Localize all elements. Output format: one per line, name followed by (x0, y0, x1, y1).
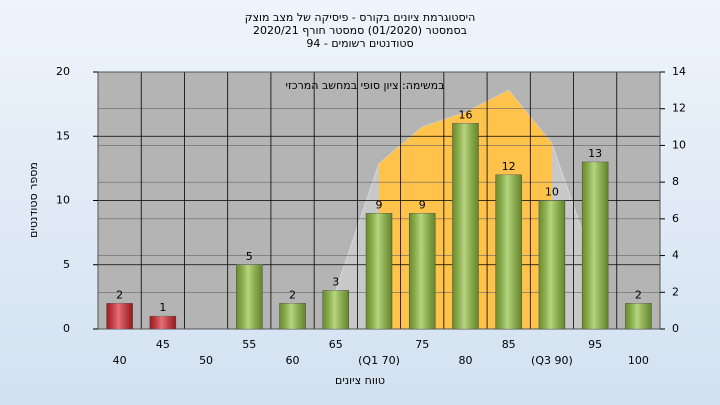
bar-shade (582, 161, 609, 329)
x-tick-label: 50 (199, 354, 213, 367)
y2-tick-label: 4 (672, 249, 679, 262)
x-tick-label: 80 (458, 354, 472, 367)
data-label: 2 (289, 288, 296, 301)
bar-shade (538, 200, 565, 329)
x-tick-label: 60 (286, 354, 300, 367)
bar-shade (149, 316, 176, 329)
y2-tick-label: 12 (672, 102, 686, 115)
bar-shade (495, 174, 522, 329)
bar-shade (625, 303, 652, 329)
x-tick-label: 100 (628, 354, 649, 367)
x-tick-label: 75 (415, 338, 429, 351)
x-tick-label: 45 (156, 338, 170, 351)
y2-tick-label: 8 (672, 175, 679, 188)
title-line: היסטוגרמת ציונים בקורס - פיסיקה של מצב מ… (245, 11, 476, 24)
y-tick-label: 10 (56, 194, 70, 207)
data-label: 2 (635, 288, 642, 301)
bar-shade (236, 264, 263, 329)
y-tick-label: 0 (63, 322, 70, 335)
y-tick-label: 15 (56, 129, 70, 142)
bar-shade (279, 303, 306, 329)
bar-shade (366, 213, 392, 329)
y2-tick-label: 6 (672, 212, 679, 225)
x-tick-label: (Q3 90) (531, 354, 573, 367)
data-label: 9 (419, 198, 426, 211)
x-axis-label: טווח ציונים (335, 374, 385, 387)
y2-tick-label: 2 (672, 285, 679, 298)
data-label: 1 (159, 301, 166, 314)
y-tick-label: 5 (63, 258, 70, 271)
data-label: 13 (588, 147, 602, 160)
title-line: סטודנטים רשומים - 94 (306, 37, 413, 50)
data-label: 3 (332, 275, 339, 288)
data-label: 10 (545, 186, 559, 199)
data-label: 2 (116, 288, 123, 301)
bar-shade (106, 303, 133, 329)
data-label: 16 (458, 108, 472, 121)
x-tick-label: 40 (113, 354, 127, 367)
y-tick-label: 20 (56, 65, 70, 78)
x-tick-label: (Q1 70) (358, 354, 400, 367)
y2-tick-label: 10 (672, 138, 686, 151)
x-tick-label: 95 (588, 338, 602, 351)
x-tick-label: 85 (502, 338, 516, 351)
bar-shade (409, 213, 436, 329)
x-tick-label: 55 (242, 338, 256, 351)
data-label: 12 (502, 160, 516, 173)
bar-shade (322, 290, 349, 329)
y-axis-label: מספר סטודנטים (27, 162, 40, 238)
bar-shade (452, 123, 479, 330)
data-label: 5 (246, 250, 253, 263)
y2-tick-label: 14 (672, 65, 686, 78)
data-label: 9 (376, 198, 383, 211)
x-tick-label: 65 (329, 338, 343, 351)
y2-tick-label: 0 (672, 322, 679, 335)
annotation: במשימה: ציון סופי במחשב המרכזי (285, 79, 444, 92)
title-line: בסמסטר (01/2020) סמסטר חורף 2020/21 (253, 24, 467, 37)
